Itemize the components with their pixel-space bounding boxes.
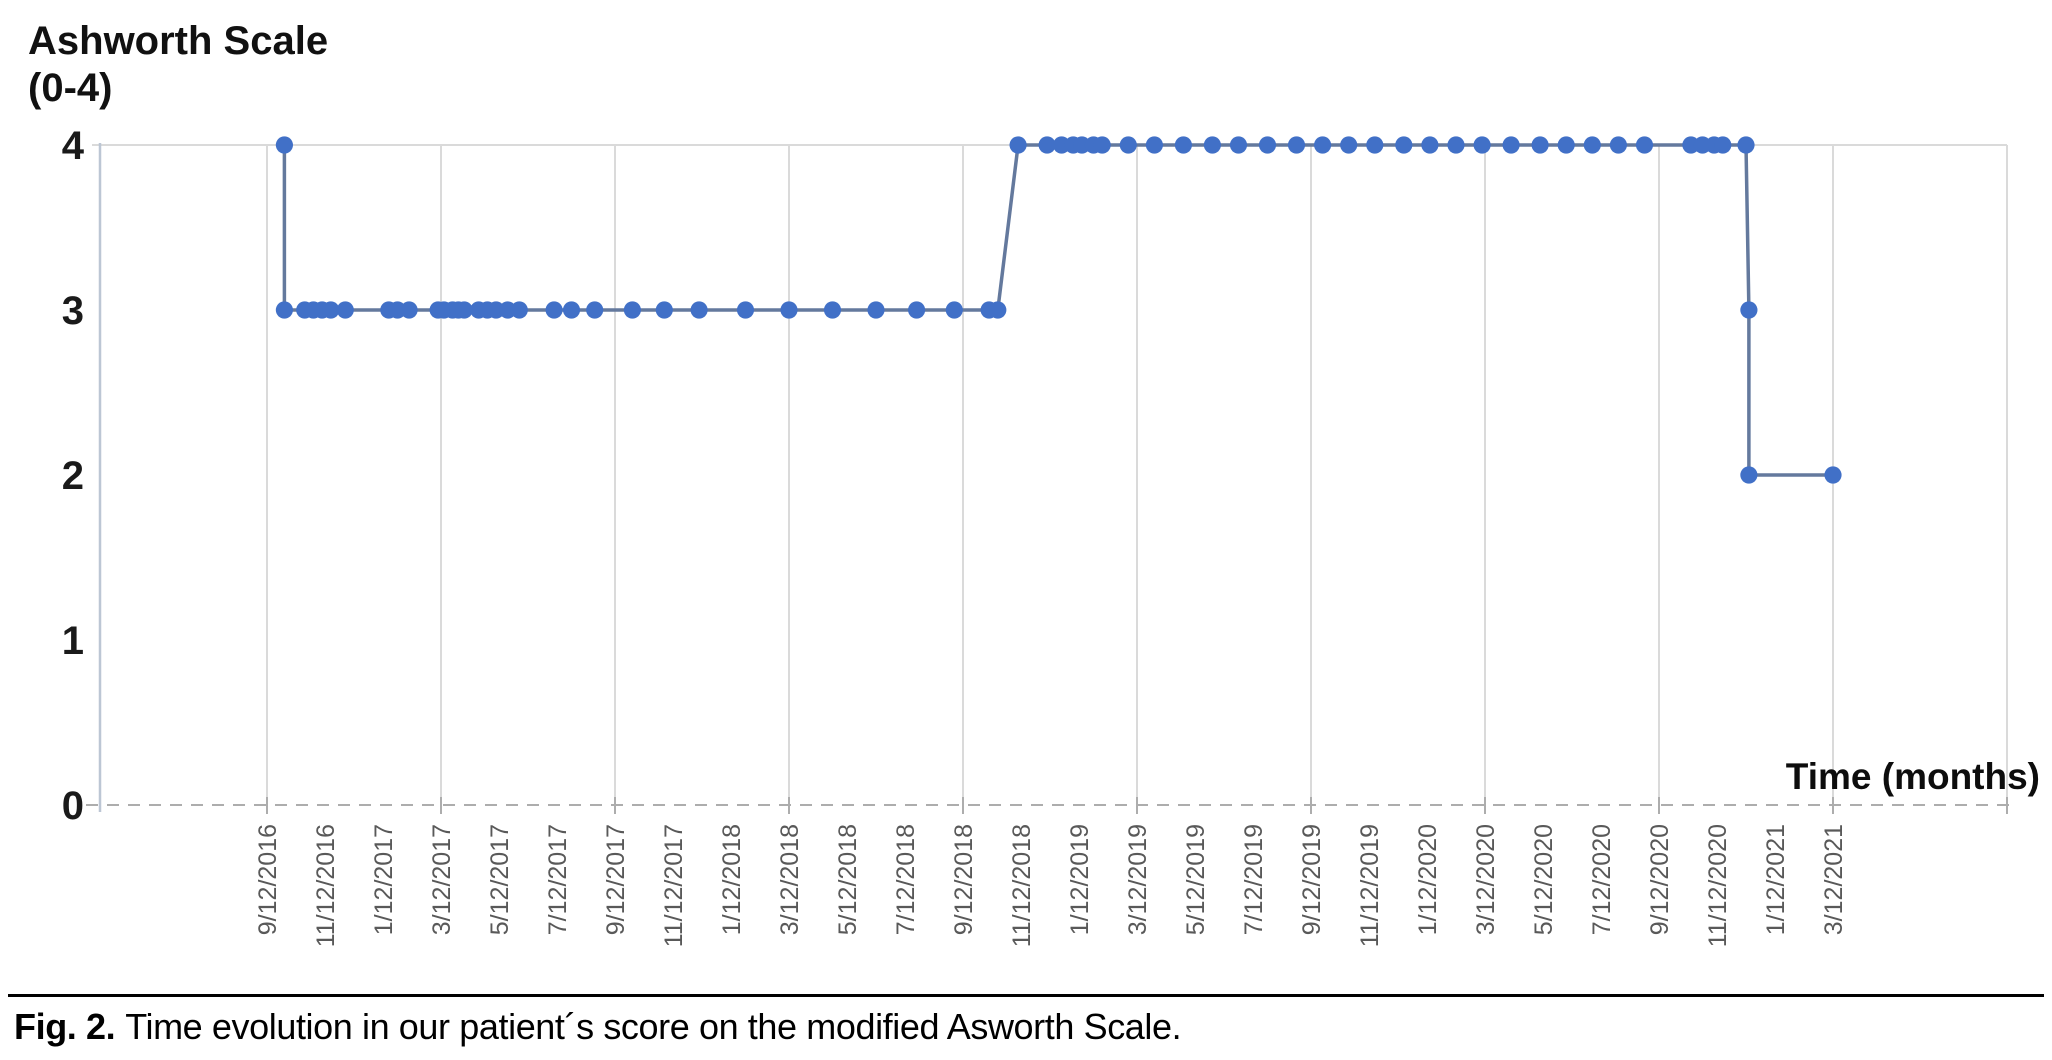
x-tick-label: 1/12/2021: [1762, 824, 1790, 935]
x-tick-label: 1/12/2020: [1414, 824, 1442, 935]
chart-title-line1: Ashworth Scale: [28, 19, 329, 63]
x-tick-label: 7/12/2020: [1588, 824, 1616, 935]
x-tick-label: 1/12/2019: [1066, 824, 1094, 935]
y-tick-label: 3: [62, 289, 84, 333]
data-point-marker: [275, 136, 293, 154]
x-tick-label: 3/12/2018: [776, 824, 804, 935]
x-tick-label: 9/12/2019: [1298, 824, 1326, 935]
data-point-marker: [690, 301, 708, 319]
data-point-marker: [1714, 136, 1732, 154]
y-tick-label: 2: [62, 454, 84, 498]
data-point-marker: [455, 301, 473, 319]
x-tick-label: 3/12/2021: [1820, 824, 1848, 935]
data-point-marker: [1502, 136, 1520, 154]
x-tick-label: 11/12/2016: [312, 824, 340, 947]
x-tick-label: 3/12/2017: [428, 824, 456, 935]
data-point-marker: [1395, 136, 1413, 154]
x-tick-label: 3/12/2020: [1472, 824, 1500, 935]
data-point-marker: [322, 301, 340, 319]
data-point-marker: [1314, 136, 1332, 154]
data-point-marker: [736, 301, 755, 319]
data-point-marker: [586, 301, 604, 319]
data-point-marker: [908, 301, 926, 319]
x-tick-label: 11/12/2019: [1356, 824, 1384, 947]
x-tick-label: 5/12/2018: [834, 824, 862, 935]
data-point-marker: [336, 301, 354, 319]
figure-caption: Fig. 2. Time evolution in our patient´s s…: [14, 1006, 1182, 1048]
data-point-marker: [1824, 466, 1842, 484]
data-point-marker: [1287, 136, 1306, 154]
data-point-marker: [1093, 136, 1111, 154]
x-tick-label: 3/12/2019: [1124, 824, 1152, 935]
x-tick-label: 11/12/2018: [1008, 824, 1036, 947]
figure-caption-text: Time evolution in our patient´s score on…: [125, 1006, 1182, 1047]
x-tick-label: 5/12/2019: [1182, 824, 1210, 935]
data-point-marker: [1583, 136, 1601, 154]
x-tick-label: 9/12/2016: [254, 824, 282, 935]
data-point-marker: [1447, 136, 1465, 154]
data-point-marker: [823, 301, 842, 319]
data-point-marker: [655, 301, 673, 319]
chart-title-line2: (0-4): [28, 66, 113, 111]
data-point-marker: [1557, 136, 1575, 154]
x-tick-label: 11/12/2017: [660, 824, 688, 947]
data-point-marker: [562, 301, 581, 319]
data-point-marker: [1740, 301, 1758, 319]
x-tick-label: 9/12/2017: [602, 824, 630, 935]
x-tick-label: 7/12/2017: [544, 824, 572, 935]
data-point-marker: [1009, 136, 1027, 154]
y-tick-label: 1: [62, 619, 84, 663]
data-point-marker: [1203, 136, 1221, 154]
chart-title: Ashworth Scale (0-4): [28, 18, 328, 112]
x-tick-label: 9/12/2018: [950, 824, 978, 935]
figure-caption-label: Fig. 2.: [14, 1006, 116, 1047]
data-point-marker: [1258, 136, 1277, 154]
data-point-marker: [1473, 136, 1491, 154]
data-point-marker: [1119, 136, 1137, 154]
data-point-marker: [867, 301, 885, 319]
data-point-marker: [1737, 136, 1755, 154]
x-tick-label: 7/12/2019: [1240, 824, 1268, 935]
data-point-marker: [1740, 466, 1758, 484]
x-tick-label: 1/12/2018: [718, 824, 746, 935]
caption-divider: [8, 994, 2044, 997]
x-tick-label: 5/12/2020: [1530, 824, 1558, 935]
data-point-marker: [1174, 136, 1192, 154]
x-tick-label: 5/12/2017: [486, 824, 514, 935]
x-axis-title: Time (months): [1785, 756, 2040, 797]
y-tick-label: 4: [62, 124, 85, 168]
data-point-marker: [945, 301, 963, 319]
data-point-marker: [1038, 136, 1056, 154]
x-tick-label: 1/12/2017: [370, 824, 398, 935]
data-point-marker: [400, 301, 418, 319]
data-point-marker: [545, 301, 563, 319]
data-point-marker: [780, 301, 798, 319]
data-point-marker: [1366, 136, 1384, 154]
data-point-marker: [1340, 136, 1358, 154]
data-point-marker: [989, 301, 1007, 319]
data-point-marker: [1635, 136, 1654, 154]
data-point-marker: [1229, 136, 1248, 154]
data-point-marker: [510, 301, 528, 319]
data-point-marker: [275, 301, 293, 319]
data-point-marker: [1609, 136, 1627, 154]
data-point-marker: [1145, 136, 1163, 154]
data-point-marker: [1421, 136, 1439, 154]
x-tick-label: 7/12/2018: [892, 824, 920, 935]
x-tick-label: 11/12/2020: [1704, 824, 1732, 947]
y-tick-label: 0: [62, 784, 84, 828]
data-point-marker: [623, 301, 642, 319]
data-point-marker: [1531, 136, 1549, 154]
x-tick-label: 9/12/2020: [1646, 824, 1674, 935]
